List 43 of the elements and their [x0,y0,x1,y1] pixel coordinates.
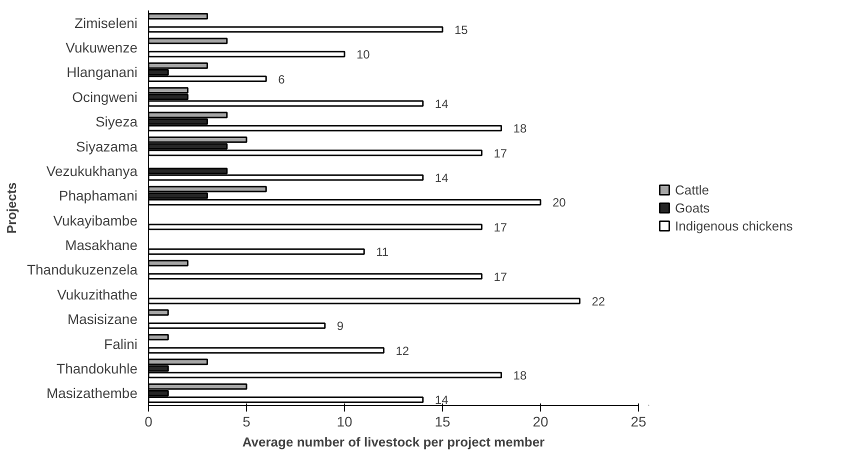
data-label: 18 [513,122,527,136]
x-tick-label: 5 [242,414,251,430]
x-tick-label: 25 [630,414,646,430]
data-label: 12 [396,344,410,358]
x-tick-label: 15 [434,414,450,430]
legend-label: Goats [675,200,710,215]
y-tick-label: Thandukuzenzela [26,262,138,278]
y-tick-label: Ocingweni [72,88,138,105]
data-label: 14 [434,393,449,408]
x-tick-label: 10 [336,414,352,430]
y-tick-label: Hlanganani [66,64,138,80]
y-tick-label: Siyeza [95,114,138,130]
data-label: 6 [278,72,286,86]
data-label: 10 [356,48,370,62]
data-label: 18 [513,368,527,383]
data-label: 17 [494,270,508,284]
data-label: 11 [376,245,389,260]
x-tick-label: 20 [532,414,548,430]
x-axis-title: Average number of livestock per project member [242,434,545,450]
x-tick-label: 0 [144,414,153,430]
y-tick-label: Vukayibambe [53,212,138,228]
data-label: 22 [592,294,606,308]
y-tick-label: Masizathembe [46,385,138,402]
data-label: 14 [434,96,449,111]
y-tick-label: Thandokuhle [56,360,138,376]
data-label: 14 [434,171,449,186]
data-label: 17 [494,220,508,234]
legend-label: Cattle [675,182,709,197]
y-tick-label: Vukuwenze [66,40,138,56]
y-axis-title: Projects [4,182,19,234]
y-tick-label: Siyazama [76,138,138,154]
y-tick-label: Masakhane [65,237,138,254]
data-label: 20 [552,196,566,210]
y-tick-label: Falini [104,336,138,352]
legend-label: Indigenous chickens [675,218,793,233]
y-tick-label: Phaphamani [58,188,138,204]
data-label: 15 [454,22,468,37]
data-label: 17 [494,146,508,160]
y-tick-label: Vezukukhanya [46,162,138,179]
y-tick-label: Vukuzithathe [57,286,138,302]
data-label: 9 [336,319,344,334]
y-tick-label: Masisizane [67,311,138,328]
y-tick-label: Zimiseleni [74,14,138,31]
